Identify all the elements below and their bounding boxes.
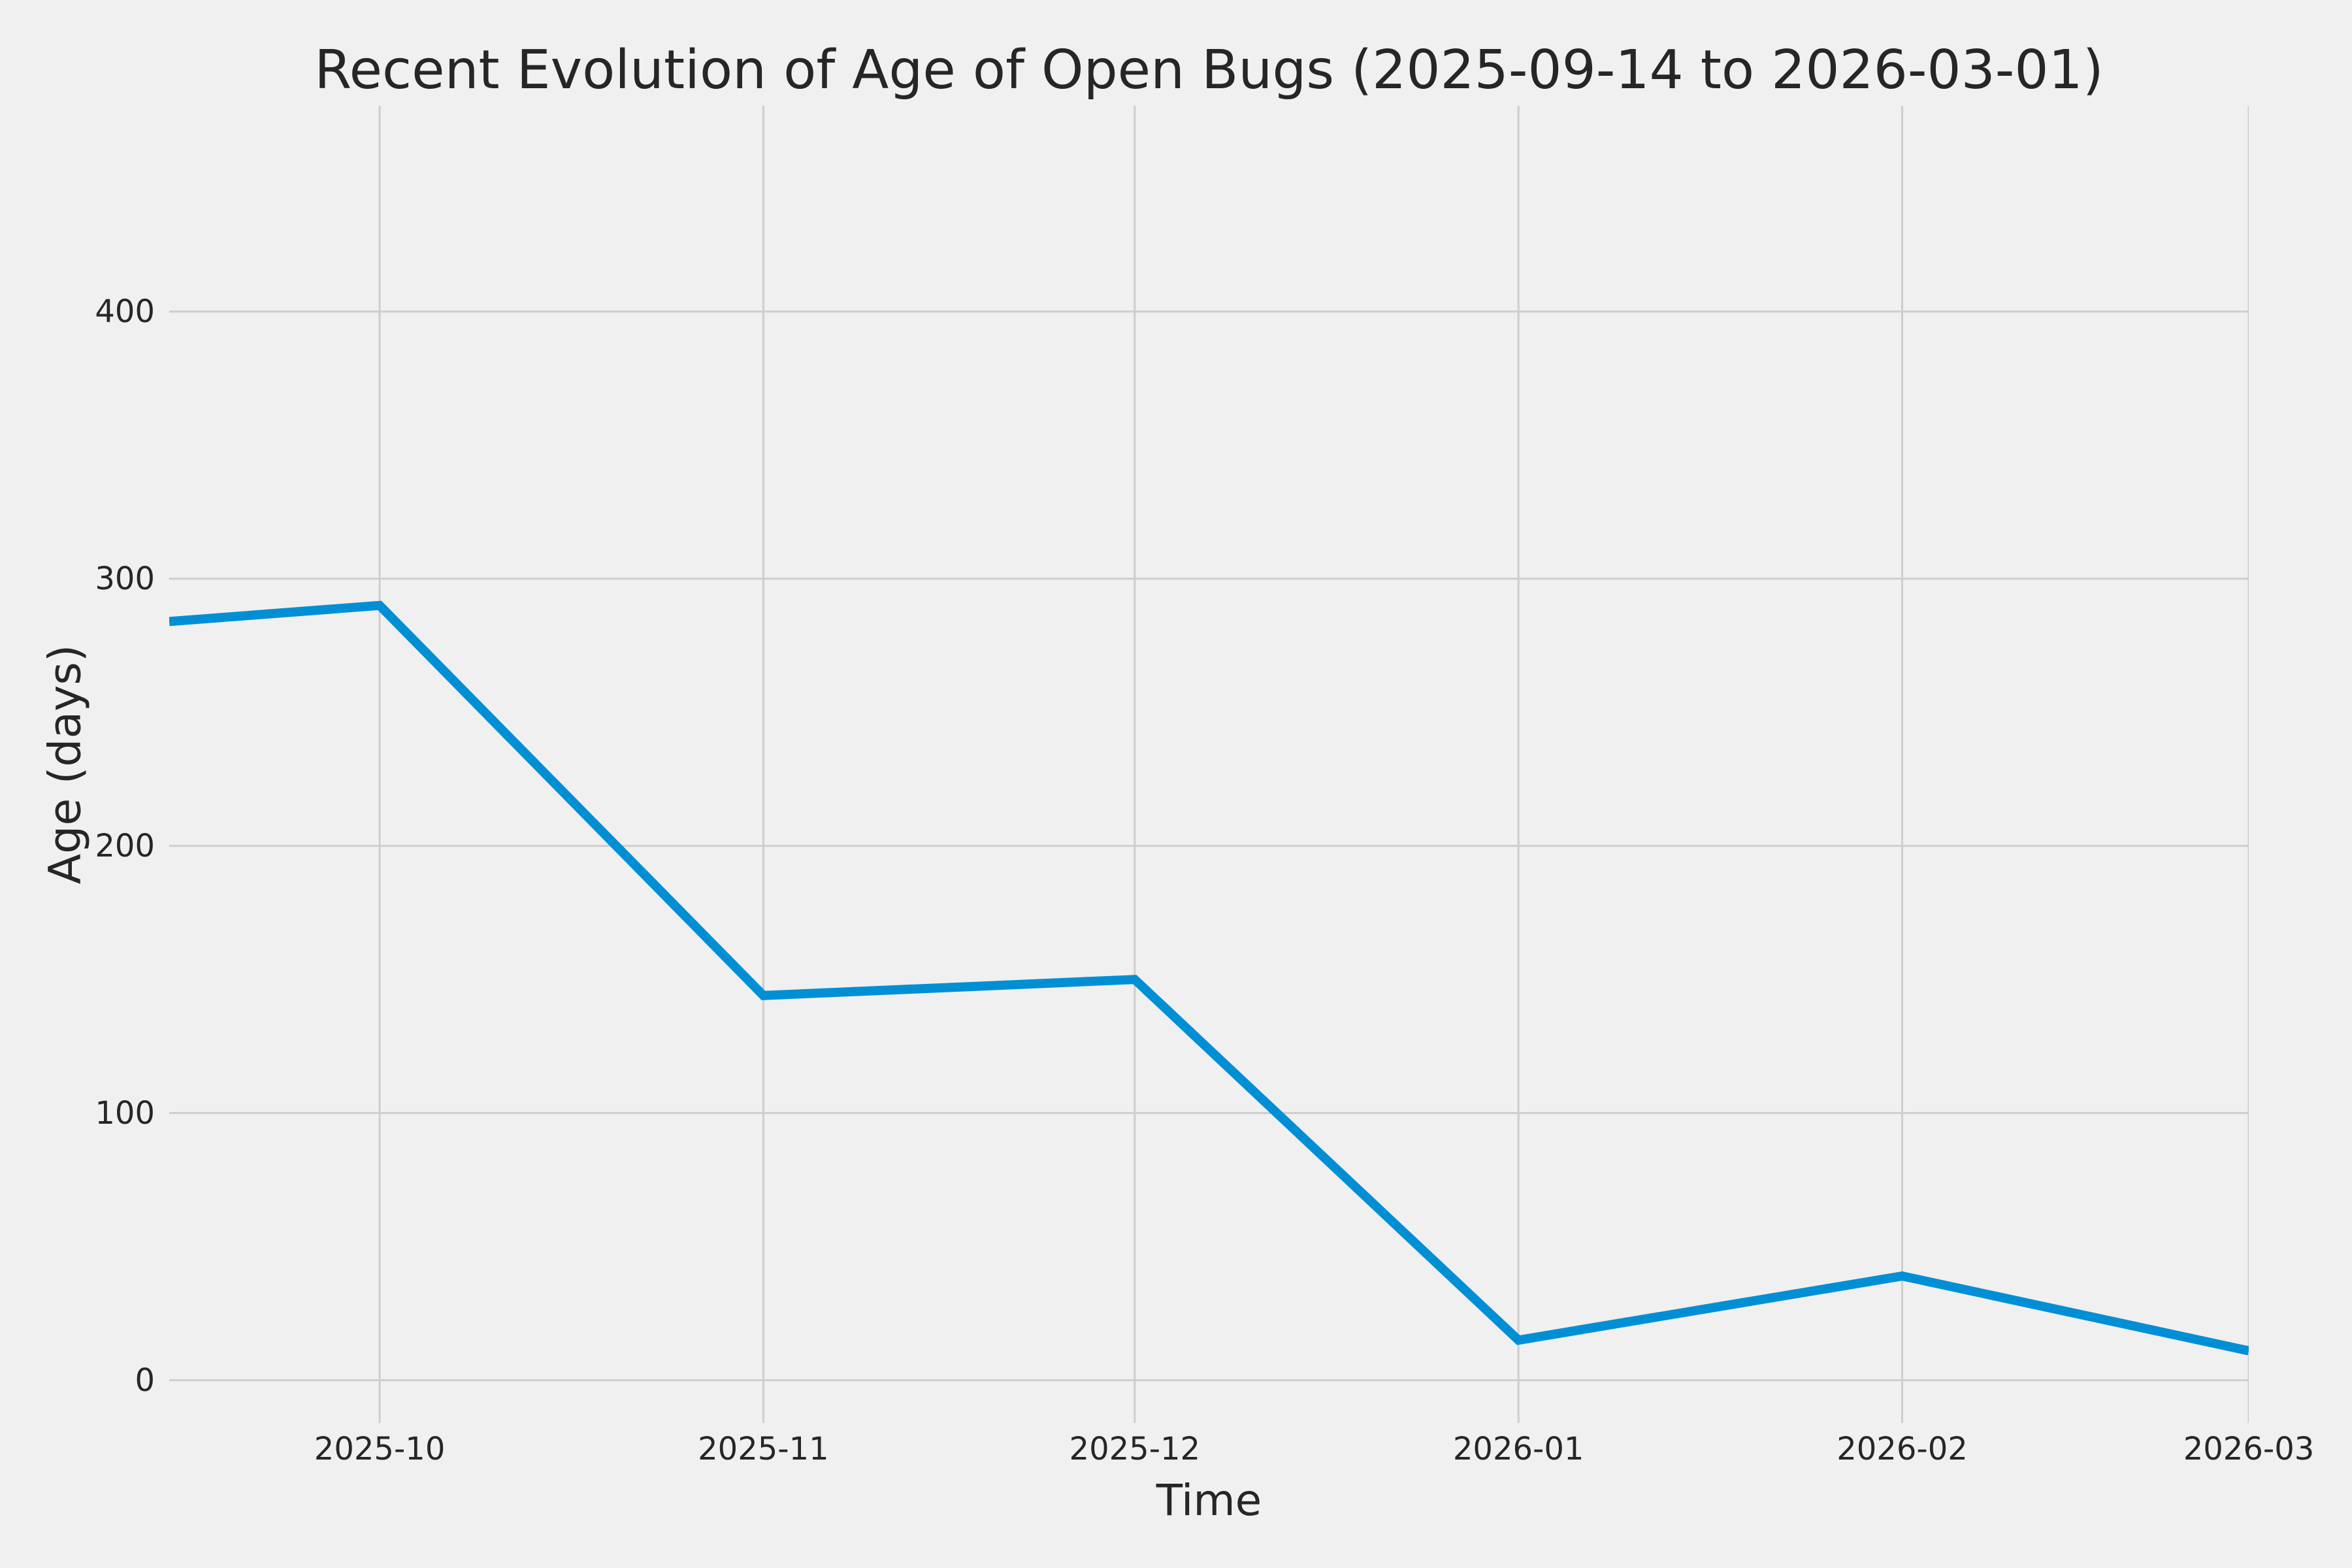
y-tick-label: 100 <box>95 1094 155 1132</box>
y-tick-label: 200 <box>95 827 155 864</box>
plot-area <box>169 106 2249 1423</box>
x-tick-label: 2025-10 <box>314 1431 446 1467</box>
x-axis-label: Time <box>1156 1475 1262 1526</box>
y-tick-label: 0 <box>135 1362 155 1399</box>
x-tick-label: 2025-12 <box>1069 1431 1201 1467</box>
age-of-open-bugs-line <box>169 600 2249 1356</box>
x-tick-label: 2026-02 <box>1837 1431 1968 1467</box>
y-tick-label: 300 <box>95 560 155 597</box>
y-axis-label: Age (days) <box>39 644 91 885</box>
chart-title: Recent Evolution of Age of Open Bugs (20… <box>314 39 2104 101</box>
x-tick-label: 2026-01 <box>1452 1431 1584 1467</box>
y-tick-label: 400 <box>95 293 155 330</box>
x-tick-label: 2025-11 <box>698 1431 829 1467</box>
x-tick-label: 2026-03 <box>2183 1431 2315 1467</box>
